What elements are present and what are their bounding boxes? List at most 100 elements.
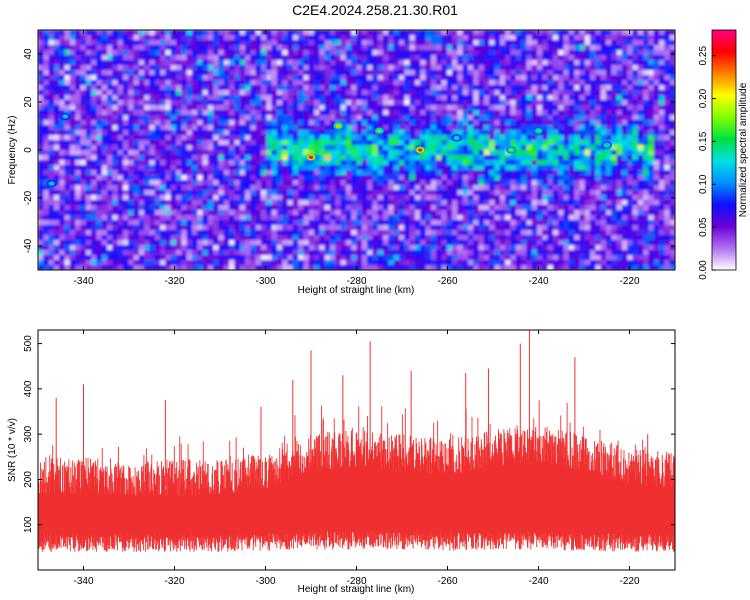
spectrogram-cell — [250, 160, 257, 166]
spectrogram-cell — [457, 200, 464, 206]
spectrogram-cell — [53, 110, 60, 116]
spectrogram-cell — [462, 175, 469, 181]
spectrogram-cell — [117, 215, 124, 221]
spectrogram-cell — [531, 100, 538, 106]
spectrogram-cell — [117, 205, 124, 211]
spectrogram-cell — [117, 135, 124, 141]
spectrogram-cell — [409, 165, 416, 171]
spectrogram-cell — [245, 220, 251, 226]
spectrogram-cell — [43, 155, 50, 161]
spectrogram-cell — [621, 55, 628, 61]
spectrogram-cell — [404, 105, 411, 111]
spectrogram-cell — [361, 200, 368, 206]
spectrogram-cell — [292, 50, 299, 56]
spectrogram-cell — [367, 185, 374, 191]
spectrogram-cell — [616, 220, 623, 226]
spectrogram-cell — [112, 145, 119, 151]
spectrogram-cell — [181, 185, 188, 191]
spectrogram-cell — [101, 200, 108, 206]
spectrogram-cell — [531, 140, 538, 146]
spectrogram-cell — [372, 185, 379, 191]
spectrogram-cell — [494, 100, 501, 106]
spectrogram-cell — [505, 140, 512, 146]
spectrogram-cell — [112, 75, 119, 81]
spectrogram-cell — [409, 55, 416, 61]
spectrogram-cell — [276, 180, 283, 186]
spectrogram-cell — [191, 230, 198, 236]
spectrogram-cell — [260, 190, 267, 196]
spectrogram-cell — [266, 235, 273, 241]
spectrogram-cell — [96, 75, 103, 81]
spectrogram-cell — [563, 65, 570, 71]
spectrogram-cell — [446, 195, 453, 201]
spectrogram-cell — [473, 55, 480, 61]
spectrogram-cell — [85, 55, 92, 61]
spectrogram-cell — [664, 200, 671, 206]
spectrogram-cell — [531, 155, 538, 161]
spectrogram-cell — [186, 200, 193, 206]
spectrogram-cell — [457, 120, 464, 126]
spectrogram-cell — [38, 200, 44, 206]
spectrogram-cell — [335, 180, 342, 186]
spectrogram-cell — [282, 80, 289, 86]
spectrogram-cell — [521, 175, 527, 181]
spectrogram-cell — [314, 85, 320, 91]
spectrogram-cell — [197, 45, 204, 51]
spectrogram-cell — [627, 125, 634, 131]
spectrogram-cell — [245, 175, 251, 181]
spectrogram-cell — [117, 190, 124, 196]
spectrogram-cell — [160, 185, 166, 191]
spectrogram-cell — [648, 55, 655, 61]
spectrogram-cell — [467, 230, 474, 236]
spectrogram-cell — [398, 215, 405, 221]
spectrogram-cell — [414, 35, 421, 41]
spectrogram-cell — [154, 40, 161, 46]
spectrogram-cell — [80, 150, 87, 156]
spectrogram-cell — [505, 135, 512, 141]
spectrogram-cell — [340, 110, 347, 116]
spectrogram-cell — [590, 90, 596, 96]
spectrogram-cell — [568, 225, 575, 231]
spectrogram-cell — [308, 60, 315, 66]
spectrogram-cell — [664, 160, 671, 166]
spectrogram-cell — [43, 140, 50, 146]
spectrogram-cell — [144, 115, 151, 121]
spectrogram-cell — [388, 95, 395, 101]
spectrogram-cell — [637, 150, 644, 156]
spectrogram-cell — [128, 165, 135, 171]
spectrogram-cell — [430, 120, 437, 126]
spectrogram-cell — [536, 210, 543, 216]
spectrogram-cell — [664, 155, 671, 161]
spectrogram-cell — [250, 95, 257, 101]
spectrogram-cell — [38, 115, 44, 121]
spectrogram-cell — [563, 70, 570, 76]
spectrogram-cell — [356, 200, 363, 206]
spectrogram-cell — [367, 165, 374, 171]
spectrogram-cell — [579, 155, 586, 161]
spectrogram-cell — [107, 40, 113, 46]
spectrogram-cell — [308, 130, 315, 136]
spectrogram-cell — [292, 105, 299, 111]
spectrogram-cell — [239, 95, 246, 101]
spectrogram-cell — [616, 100, 623, 106]
spectrogram-cell — [133, 235, 140, 241]
spectrogram-cell — [441, 135, 448, 141]
spectrogram-cell — [85, 150, 92, 156]
spectrogram-cell — [255, 70, 262, 76]
spectrogram-cell — [112, 110, 119, 116]
spectrogram-cell — [229, 130, 236, 136]
spectrogram-cell — [579, 130, 586, 136]
spectrogram-cell — [96, 140, 103, 146]
spectrogram-cell — [245, 105, 251, 111]
spectrogram-cell — [117, 185, 124, 191]
spectrogram-cell — [207, 65, 214, 71]
spectrogram-cell — [276, 85, 283, 91]
spectrogram-cell — [590, 75, 596, 81]
spectrogram-cell — [255, 175, 262, 181]
spectrogram-cell — [521, 135, 527, 141]
spectrogram-cell — [112, 220, 119, 226]
spectrogram-cell — [314, 75, 320, 81]
spectrogram-cell — [96, 55, 103, 61]
spectrogram-cell — [521, 185, 527, 191]
spectrogram-cell — [531, 135, 538, 141]
